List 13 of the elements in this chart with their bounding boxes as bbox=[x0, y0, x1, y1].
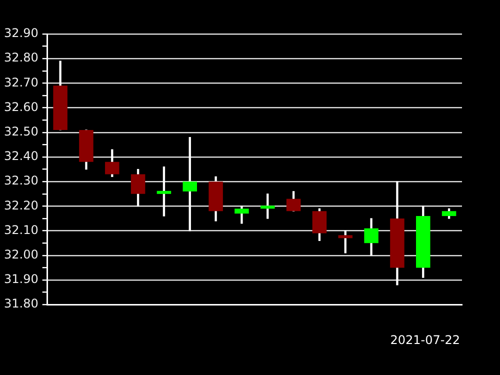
y-tick-label: 32.10 bbox=[4, 222, 38, 237]
y-tick-label: 32.40 bbox=[4, 149, 38, 164]
y-tick-label: 32.80 bbox=[4, 50, 38, 65]
y-tick-label: 32.00 bbox=[4, 248, 38, 262]
y-tick-label: 31.90 bbox=[4, 272, 38, 286]
y-tick-label: 32.20 bbox=[4, 198, 38, 212]
y-tick-label: 32.50 bbox=[4, 124, 38, 139]
y-tick-label: 32.90 bbox=[4, 26, 38, 40]
y-tick-label: 32.70 bbox=[4, 75, 38, 90]
text: 2021-07-22 bbox=[390, 333, 460, 347]
y-tick-label: 31.80 bbox=[4, 296, 38, 311]
y-tick-label: 32.60 bbox=[4, 100, 38, 114]
y-tick-label: 32.30 bbox=[4, 174, 38, 188]
